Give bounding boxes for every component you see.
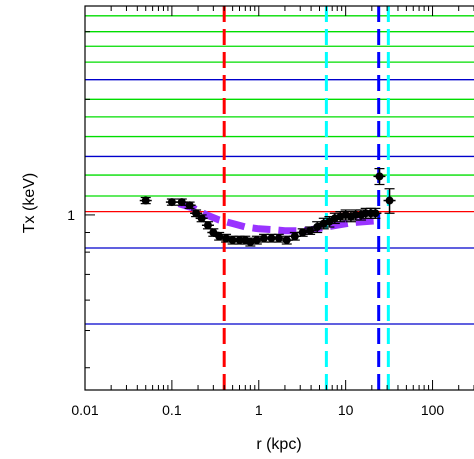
- plot-frame: [84, 5, 474, 391]
- y-axis-title: Tx (keV): [21, 173, 38, 233]
- data-point: [183, 201, 196, 210]
- data-marker: [260, 234, 269, 243]
- data-marker: [306, 226, 315, 235]
- x-tick-label: 100: [421, 402, 445, 418]
- x-tick-label: 10: [338, 402, 354, 418]
- data-point: [369, 207, 382, 219]
- data-marker: [215, 232, 224, 241]
- vertical-reference-lines: [222, 6, 390, 390]
- data-marker: [209, 228, 218, 237]
- data-point: [383, 188, 396, 214]
- data-marker: [167, 198, 176, 207]
- data-marker: [385, 196, 394, 205]
- data-marker: [375, 172, 384, 181]
- data-point: [139, 196, 152, 205]
- data-point: [175, 198, 188, 207]
- data-point: [373, 168, 386, 186]
- data-marker: [177, 198, 186, 207]
- data-marker: [228, 236, 237, 245]
- model-curve: [177, 200, 376, 235]
- x-tick-label: 0.1: [162, 402, 182, 418]
- data-points: [139, 168, 396, 247]
- x-axis-ticks: 0.01 0.1 1 10 100: [71, 6, 474, 418]
- data-marker: [282, 236, 291, 245]
- horizontal-reference-lines: [85, 15, 474, 325]
- data-marker: [298, 228, 307, 237]
- data-point: [165, 198, 178, 207]
- y-axis-ticks: 1: [67, 31, 95, 369]
- data-point: [272, 233, 285, 243]
- data-marker: [371, 209, 380, 218]
- x-tick-label: 0.01: [71, 402, 98, 418]
- data-marker: [267, 234, 276, 243]
- data-marker: [274, 234, 283, 243]
- data-marker: [252, 236, 261, 245]
- y-tick-label: 1: [67, 207, 75, 223]
- data-marker: [141, 196, 150, 205]
- data-marker: [290, 232, 299, 241]
- data-marker: [203, 221, 212, 230]
- data-point: [195, 214, 208, 223]
- x-tick-label: 1: [255, 402, 263, 418]
- plot-border: [84, 5, 474, 391]
- data-marker: [185, 201, 194, 210]
- x-axis-title: r (kpc): [256, 436, 301, 453]
- model-curve-line: [177, 200, 376, 235]
- data-point: [201, 221, 214, 230]
- data-marker: [197, 214, 206, 223]
